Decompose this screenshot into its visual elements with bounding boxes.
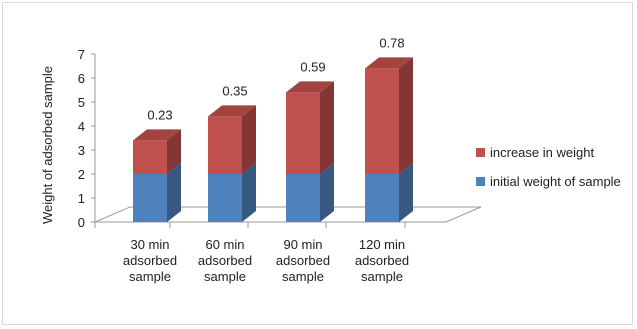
- bar-front: [286, 92, 320, 174]
- y-tick-label: 1: [78, 191, 85, 206]
- bar-segment-initial-3: [286, 163, 334, 222]
- y-tick-label: 0: [78, 215, 85, 230]
- data-label: 0.23: [147, 107, 172, 122]
- data-label: 0.78: [379, 35, 404, 50]
- bar-side: [399, 163, 413, 222]
- legend: increase in weight initial weight of samp…: [476, 145, 621, 189]
- bar-side: [320, 81, 334, 174]
- bar-side: [242, 163, 256, 222]
- data-label: 0.35: [222, 83, 247, 98]
- bar-top: [365, 57, 413, 69]
- y-tick-label: 4: [78, 119, 85, 134]
- bar-front: [133, 140, 167, 174]
- x-tick-label: 60 min adsorbed sample: [198, 237, 252, 284]
- x-axis-labels: 30 min adsorbed sample 60 min adsorbed sample…: [94, 222, 409, 284]
- bar-front: [133, 174, 167, 222]
- x-tick-label: 30 min adsorbed sample: [123, 237, 177, 284]
- legend-swatch: [476, 177, 485, 186]
- y-tick-label: 5: [78, 95, 85, 110]
- y-tick-label: 7: [78, 47, 85, 62]
- bar-side: [242, 105, 256, 174]
- y-tick-label: 6: [78, 71, 85, 86]
- bar-side: [320, 163, 334, 222]
- data-labels: 0.23 0.35 0.59 0.78: [147, 35, 404, 122]
- bar-side: [167, 129, 181, 174]
- bar-segment-initial-1: [133, 163, 181, 222]
- bar-segment-initial-4: [365, 163, 413, 222]
- bar-front: [286, 174, 320, 222]
- bar-segment-increase-4: [365, 57, 413, 174]
- legend-label: initial weight of sample: [490, 174, 621, 189]
- x-tick-label: 90 min adsorbed sample: [276, 237, 330, 284]
- y-tick-label: 2: [78, 167, 85, 182]
- bar-front: [208, 174, 242, 222]
- bar-top: [286, 81, 334, 93]
- y-axis: 0 1 2 3 4 5 6 7: [78, 47, 96, 230]
- bars: [133, 57, 413, 222]
- bar-top: [133, 129, 181, 141]
- x-tick-label: 120 min adsorbed sample: [355, 237, 409, 284]
- data-label: 0.59: [300, 59, 325, 74]
- bar-top: [208, 105, 256, 117]
- bar-side: [399, 57, 413, 174]
- bar-segment-increase-2: [208, 105, 256, 174]
- bar-front: [208, 116, 242, 174]
- legend-swatch: [476, 148, 485, 157]
- y-axis-title: Weight of adsorbed sample: [40, 66, 55, 224]
- y-tick-label: 3: [78, 143, 85, 158]
- bar-segment-increase-3: [286, 81, 334, 174]
- bar-front: [365, 68, 399, 174]
- bar-segment-increase-1: [133, 129, 181, 174]
- bar-side: [167, 163, 181, 222]
- bar-front: [365, 174, 399, 222]
- bar-segment-initial-2: [208, 163, 256, 222]
- legend-label: increase in weight: [490, 145, 594, 160]
